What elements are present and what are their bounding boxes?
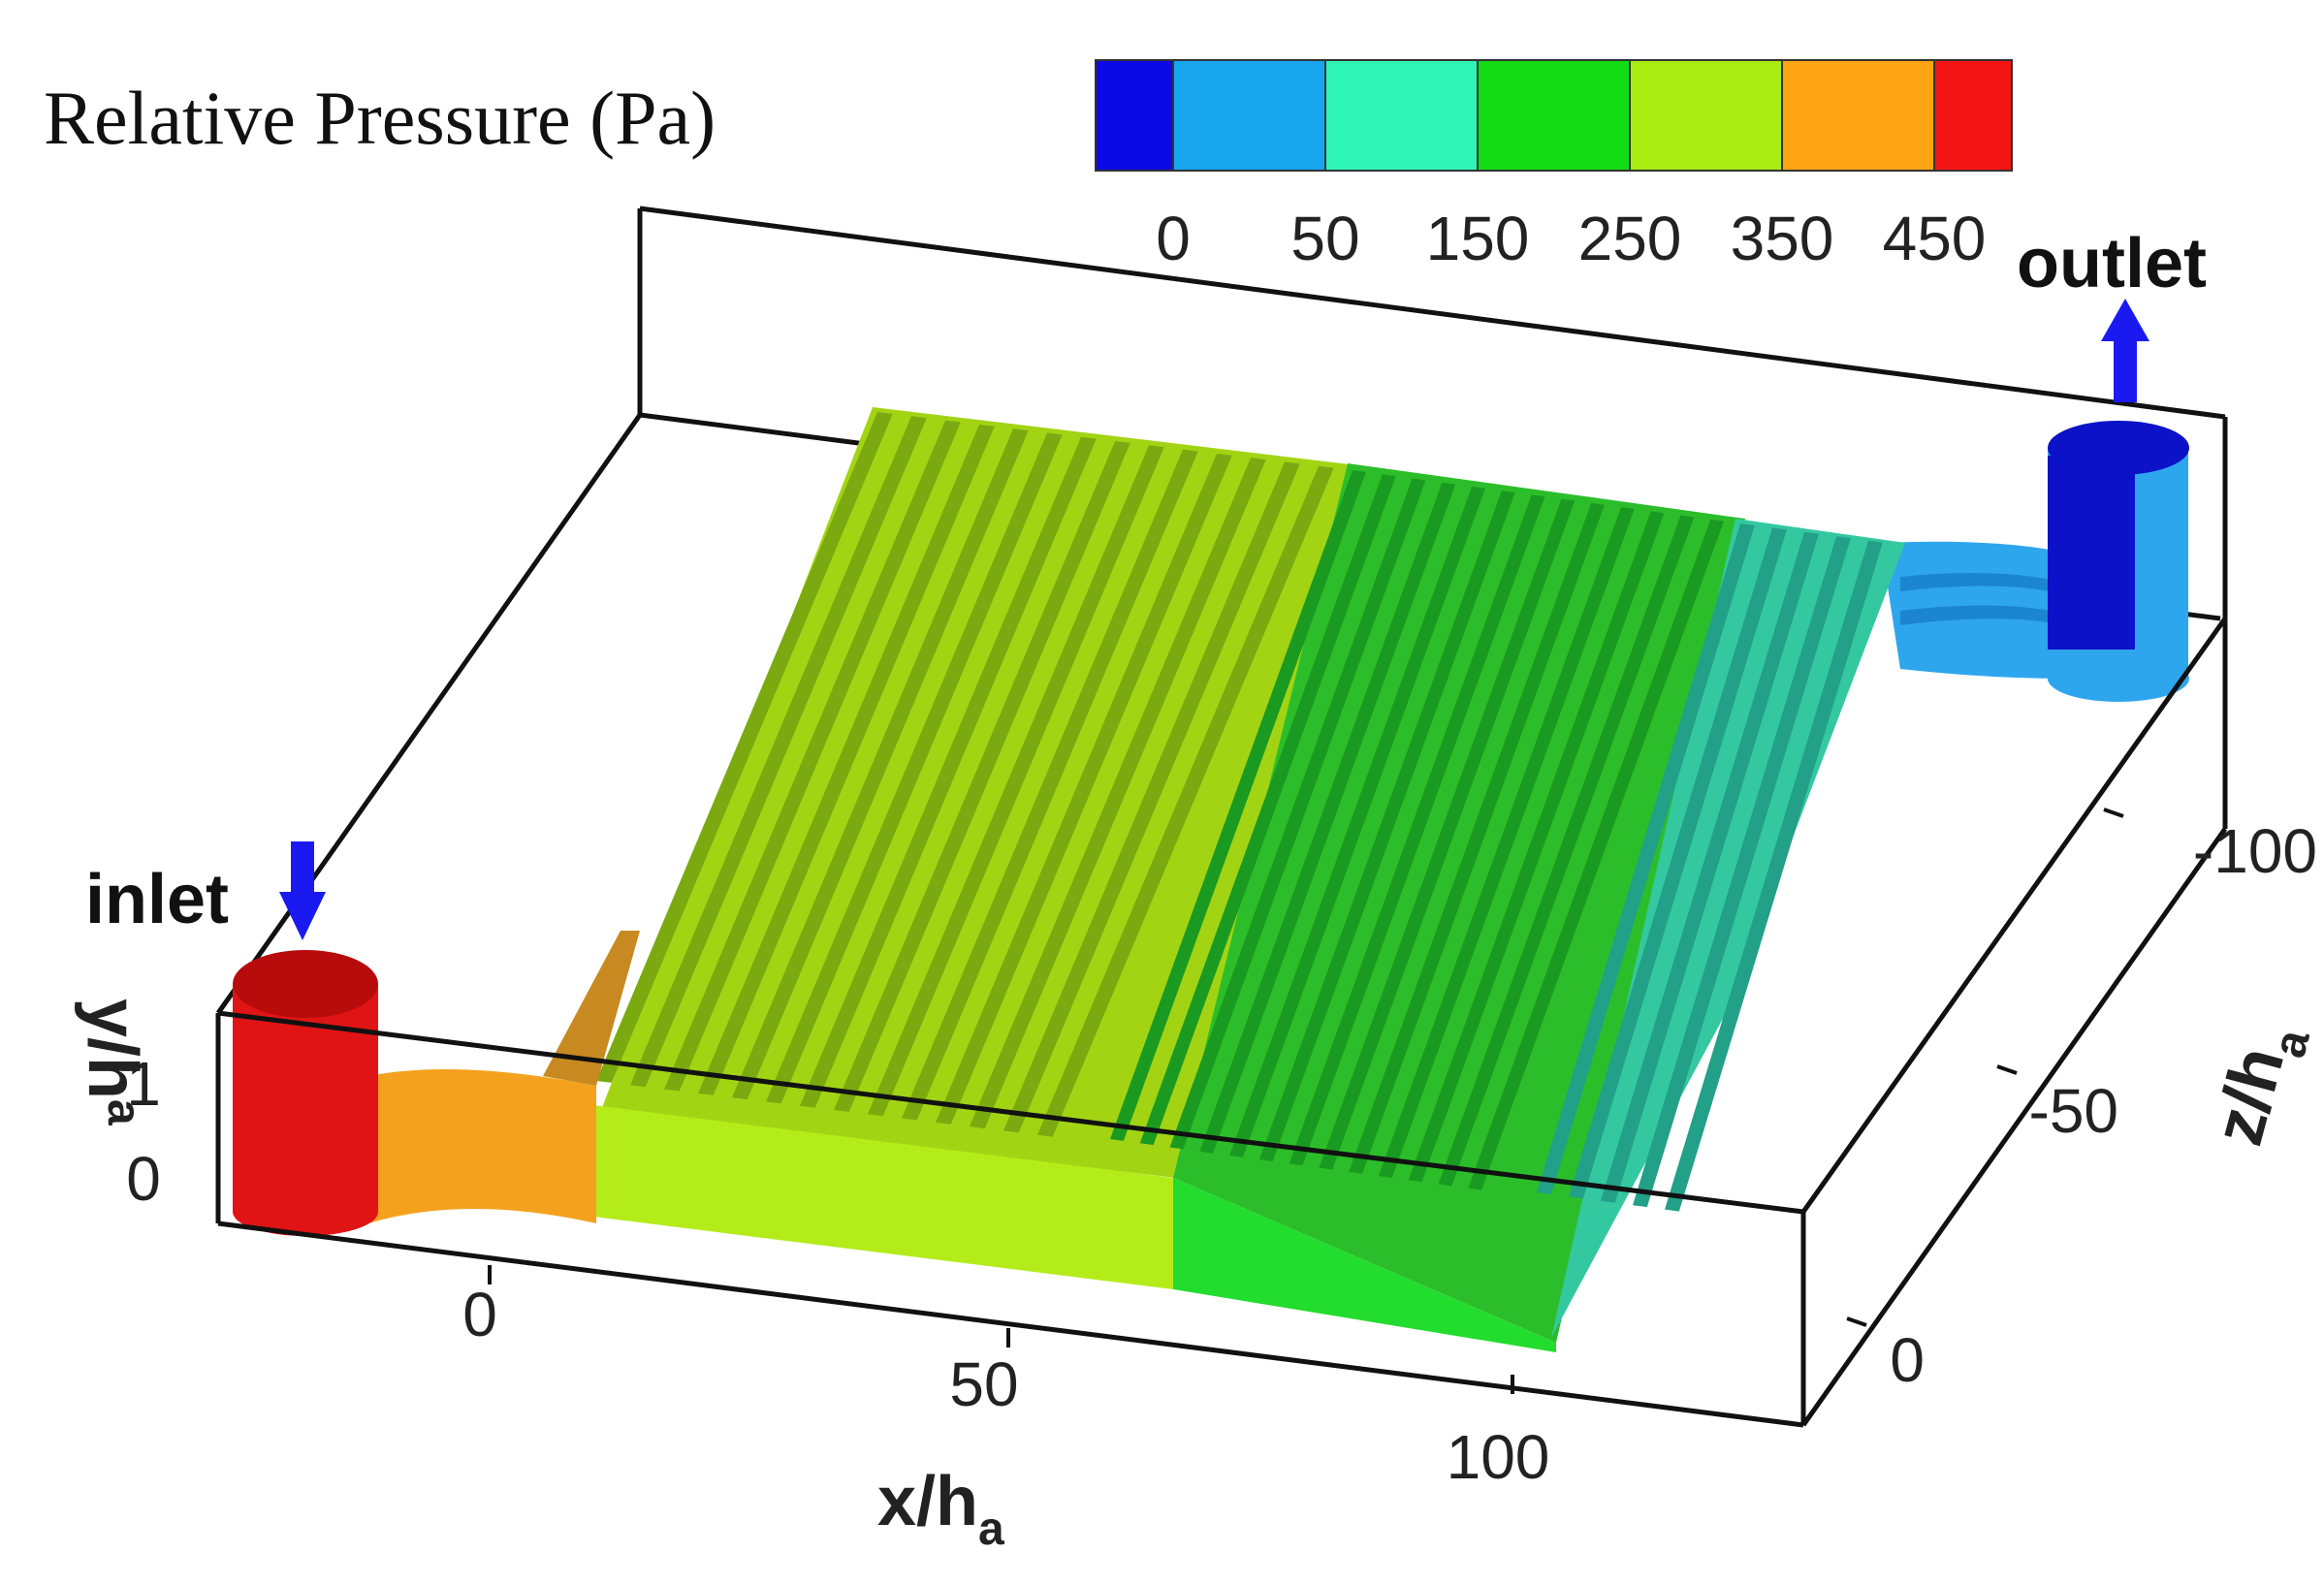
channel-rib — [1319, 498, 1576, 1170]
z-axis-label: z/ha — [2199, 1014, 2320, 1157]
inlet-channel — [368, 931, 640, 1223]
y-axis-label: y/ha — [74, 999, 151, 1125]
channel-rib — [630, 416, 927, 1088]
legend-label: 50 — [1290, 204, 1359, 273]
z-tick-label: -100 — [2193, 816, 2317, 886]
z-tick-label: 0 — [1890, 1325, 1925, 1395]
channel-rib — [1665, 540, 1883, 1212]
channel-rib — [1569, 527, 1787, 1199]
channel-rib — [1229, 486, 1485, 1157]
legend-swatch — [1629, 59, 1783, 172]
channel-ribs — [596, 412, 1883, 1212]
outlet-cylinder — [2048, 421, 2189, 702]
channel-rib — [868, 445, 1164, 1117]
channel-rib — [1037, 465, 1334, 1137]
channel-rib — [1349, 502, 1605, 1174]
y-tick-label: 0 — [126, 1144, 161, 1214]
channel-rib — [970, 458, 1266, 1129]
outlet-label: outlet — [2017, 225, 2207, 302]
channel-rib — [800, 436, 1097, 1108]
inlet-ramp — [543, 931, 640, 1086]
front-face-250 — [1173, 1178, 1556, 1352]
channel-rib — [1199, 482, 1456, 1154]
channel-rib — [1289, 494, 1545, 1166]
z-axis-ticks — [1846, 808, 2124, 1327]
channel-rib — [1438, 515, 1695, 1187]
channel-rib — [1408, 511, 1665, 1183]
channel-rib — [1633, 536, 1851, 1208]
channel-rib — [766, 432, 1063, 1104]
x-tick-label: 100 — [1447, 1422, 1550, 1492]
channel-rib — [698, 424, 995, 1095]
channel-rib — [732, 428, 1029, 1100]
x-tick-label: 50 — [949, 1349, 1018, 1419]
channel-rib — [1003, 461, 1300, 1133]
channel-rib — [1537, 523, 1755, 1194]
inlet-arrow — [279, 841, 326, 940]
x-axis-label: x/ha — [877, 1463, 1004, 1555]
legend-swatch — [1933, 59, 2013, 172]
outlet-arrow — [2101, 299, 2149, 402]
channel-rib — [1378, 507, 1635, 1178]
outlet-channel — [1881, 541, 2065, 679]
legend-label: 0 — [1156, 204, 1191, 273]
channel-rib — [1139, 474, 1396, 1146]
legend-swatch — [1172, 59, 1326, 172]
legend-swatch — [1477, 59, 1631, 172]
channel-rib — [902, 449, 1198, 1121]
legend-label: 350 — [1731, 204, 1834, 273]
channel-rib — [664, 420, 961, 1092]
legend-swatch — [1781, 59, 1935, 172]
channel-rib — [936, 453, 1232, 1125]
channel-rib — [596, 412, 893, 1083]
legend-swatch — [1095, 59, 1174, 172]
inlet-cylinder — [233, 950, 378, 1236]
inlet-label: inlet — [85, 861, 229, 938]
x-tick-label: 0 — [462, 1280, 497, 1349]
legend-label: 150 — [1426, 204, 1530, 273]
legend-label: 450 — [1883, 204, 1987, 273]
channel-rib — [1169, 478, 1426, 1150]
legend-label: 250 — [1578, 204, 1682, 273]
x-axis-ticks — [488, 1265, 1514, 1394]
z-tick-label: -50 — [2029, 1076, 2119, 1146]
channel-rib — [1110, 470, 1366, 1141]
legend-swatch — [1324, 59, 1479, 172]
color-legend: 0 50 150 250 350 450 — [1095, 59, 2013, 273]
channel-rib — [834, 441, 1130, 1112]
legend-title: Relative Pressure (Pa) — [44, 76, 716, 160]
y-tick-label: 1 — [126, 1049, 161, 1119]
bounding-box-front — [215, 417, 2228, 1428]
channel-rib — [1468, 519, 1725, 1190]
channel-rib — [1601, 531, 1819, 1203]
flow-field — [593, 407, 1905, 1352]
front-face-350 — [593, 1105, 1173, 1289]
channel-rib — [1258, 491, 1515, 1162]
